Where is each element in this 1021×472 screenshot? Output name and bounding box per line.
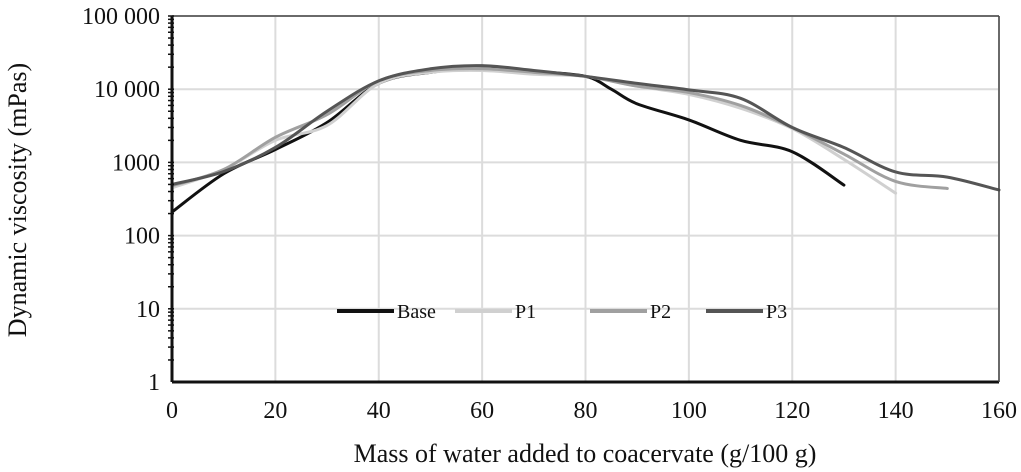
grid xyxy=(171,15,1000,383)
axes xyxy=(168,15,1000,384)
series-lines xyxy=(170,64,1001,214)
x-tick-label: 40 xyxy=(367,398,391,424)
x-tick-label: 80 xyxy=(574,398,598,424)
y-tick-label: 10 000 xyxy=(94,77,160,103)
x-tick-label: 100 xyxy=(671,398,707,424)
x-tick-label: 160 xyxy=(981,398,1017,424)
y-tick-label: 100 000 xyxy=(82,4,160,30)
series-line-p3 xyxy=(170,64,1001,192)
y-axis-label: Dynamic viscosity (mPas) xyxy=(3,63,32,337)
x-tick-label: 120 xyxy=(774,398,810,424)
legend-label-p2: P2 xyxy=(650,301,671,323)
legend-label-p1: P1 xyxy=(515,301,536,323)
legend-label-base: Base xyxy=(397,301,436,323)
y-tick-labels: 100 000 10 000 1000 100 10 1 xyxy=(82,4,160,396)
x-tick-label: 20 xyxy=(263,398,287,424)
x-axis-label: Mass of water added to coacervate (g/100… xyxy=(354,439,817,468)
x-tick-label: 140 xyxy=(878,398,914,424)
x-tick-labels: 0 20 40 60 80 100 120 140 160 xyxy=(166,398,1017,424)
x-tick-label: 60 xyxy=(470,398,494,424)
y-tick-label: 1 xyxy=(148,370,160,396)
legend: Base P1 P2 P3 xyxy=(337,301,787,323)
x-tick-label: 0 xyxy=(166,398,178,424)
y-tick-label: 10 xyxy=(136,297,160,323)
y-tick-label: 1000 xyxy=(112,150,160,176)
legend-label-p3: P3 xyxy=(766,301,787,323)
series-line-p2 xyxy=(170,67,949,190)
y-tick-label: 100 xyxy=(124,224,160,250)
